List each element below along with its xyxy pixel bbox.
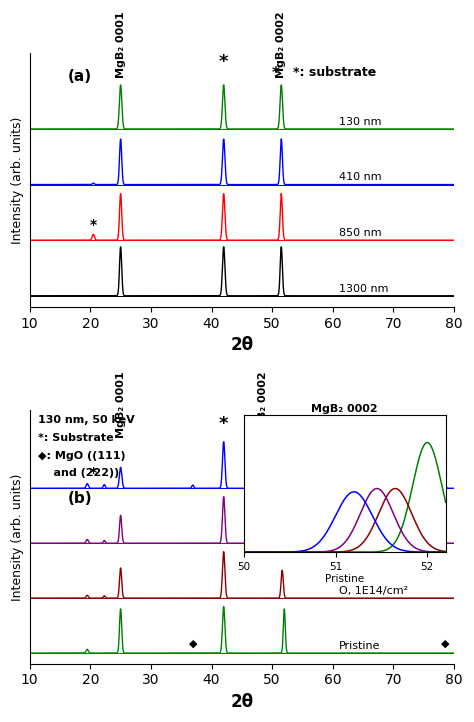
Text: ◆: ◆ [189, 639, 197, 649]
Text: O, 4E14/cm²: O, 4E14/cm² [339, 476, 408, 486]
Text: *: * [272, 66, 280, 81]
Text: ◆: ◆ [441, 639, 449, 649]
Text: and (222)): and (222)) [38, 469, 119, 479]
Text: 1300 nm: 1300 nm [339, 284, 388, 294]
Text: *: * [90, 466, 97, 480]
Text: 850 nm: 850 nm [339, 228, 382, 238]
Text: *: * [90, 218, 97, 232]
X-axis label: 2θ: 2θ [230, 693, 254, 711]
Text: O, 1E14/cm²: O, 1E14/cm² [339, 586, 408, 596]
Text: (a): (a) [68, 69, 92, 84]
Text: *: Substrate: *: Substrate [38, 433, 114, 443]
Text: O, 2E14/cm²: O, 2E14/cm² [339, 531, 408, 541]
Text: MgB₂ 0001: MgB₂ 0001 [116, 371, 126, 438]
X-axis label: 2θ: 2θ [230, 336, 254, 355]
Text: *: * [219, 415, 228, 433]
Text: 410 nm: 410 nm [339, 173, 382, 183]
Text: MgB₂ 0002: MgB₂ 0002 [258, 371, 268, 438]
Text: *: * [219, 53, 228, 71]
Text: *: substrate: *: substrate [293, 66, 376, 79]
Text: 130 nm: 130 nm [339, 117, 382, 127]
Y-axis label: Intensity (arb. units): Intensity (arb. units) [11, 473, 24, 601]
Y-axis label: Intensity (arb. units): Intensity (arb. units) [11, 116, 24, 244]
Text: MgB₂ 0002: MgB₂ 0002 [276, 12, 286, 78]
Text: MgB₂ 0001: MgB₂ 0001 [116, 12, 126, 78]
Text: (b): (b) [68, 491, 92, 506]
Text: 130 nm, 50 keV: 130 nm, 50 keV [38, 415, 135, 425]
Text: Pristine: Pristine [339, 641, 380, 651]
Text: ◆: MgO ((111): ◆: MgO ((111) [38, 451, 126, 461]
